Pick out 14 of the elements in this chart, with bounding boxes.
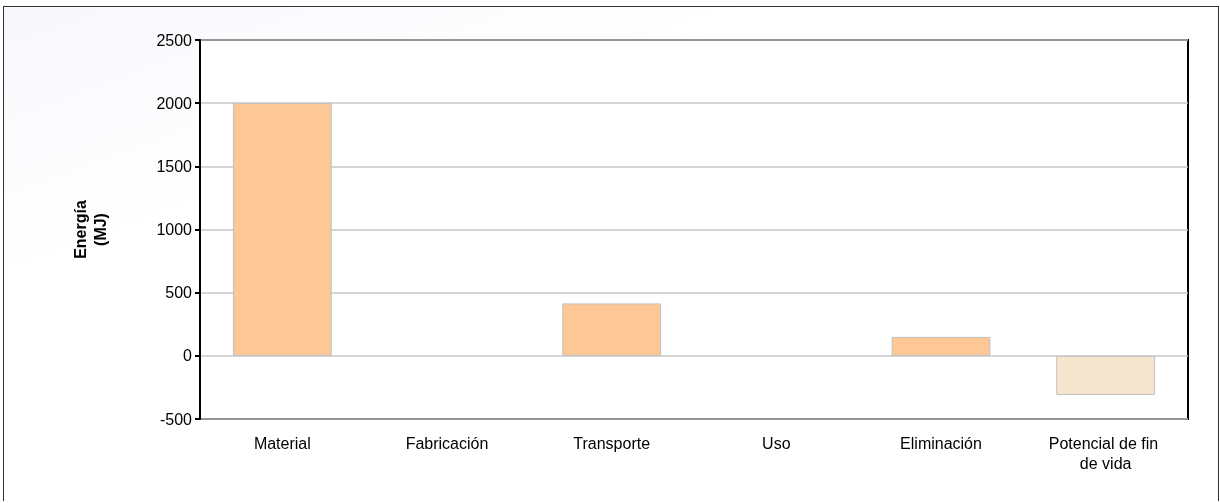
y-axis-title: Energía (MJ): [71, 200, 109, 259]
x-tick-label: Transporte: [573, 434, 651, 452]
y-tick-label: 500: [165, 284, 193, 302]
x-tick-label: Material: [253, 434, 311, 452]
x-tick-label: Uso: [762, 434, 791, 452]
x-tick-label: Potencial de fin de vida: [1048, 434, 1163, 472]
y-tick-label: -500: [159, 410, 193, 428]
x-tick-label: Fabricación: [405, 434, 489, 452]
y-tick-label: 0: [183, 347, 193, 365]
y-tick-label: 2000: [156, 94, 193, 112]
x-tick-label: Eliminación: [900, 434, 982, 452]
y-tick-label: 1500: [156, 157, 193, 175]
y-tick-label: 1000: [156, 221, 193, 238]
y-tick-label: 2500: [156, 31, 193, 49]
